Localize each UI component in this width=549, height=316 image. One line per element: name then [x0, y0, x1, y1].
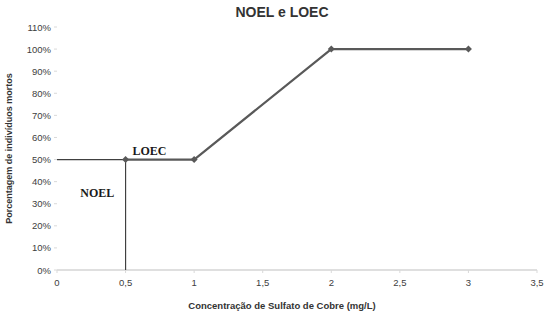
y-tick-label: 0% — [37, 265, 51, 276]
series-line — [126, 49, 469, 159]
y-tick — [54, 49, 57, 50]
x-tick-label: 1 — [191, 277, 196, 288]
x-axis — [57, 270, 537, 271]
x-tick-label: 2 — [329, 277, 334, 288]
x-tick-label: 1,5 — [256, 277, 269, 288]
y-tick-label: 50% — [32, 154, 52, 165]
marker — [328, 46, 335, 53]
marker — [191, 156, 198, 163]
y-tick — [54, 203, 57, 204]
y-tick — [54, 247, 57, 248]
x-tick — [399, 270, 400, 273]
y-tick-label: 70% — [32, 110, 52, 121]
background — [0, 0, 549, 316]
y-tick-label: 110% — [27, 22, 51, 33]
guide-horizontal — [57, 159, 126, 160]
y-tick — [54, 225, 57, 226]
x-tick — [331, 270, 332, 273]
x-tick — [468, 270, 469, 273]
x-tick-label: 3 — [466, 277, 471, 288]
y-tick — [54, 181, 57, 182]
y-tick-label: 20% — [32, 220, 52, 231]
x-tick-label: 2,5 — [393, 277, 406, 288]
guide-vertical — [125, 160, 126, 270]
y-tick — [54, 93, 57, 94]
y-tick — [54, 159, 57, 160]
y-tick — [54, 115, 57, 116]
x-tick — [125, 270, 126, 273]
y-tick-label: 60% — [32, 132, 52, 143]
title: NOEL e LOEC — [235, 4, 328, 20]
y-tick-label: 10% — [32, 242, 52, 253]
y-tick-label: 40% — [32, 176, 52, 187]
y-tick-label: 30% — [32, 198, 52, 209]
y-tick-label: 80% — [32, 88, 52, 99]
annotation: LOEC — [132, 144, 166, 158]
chart: NOEL e LOEC 0% 10% 20% 30% 40% 50% 60% 70% 80% 90%… — [0, 0, 549, 316]
x-tick-label: 3,5 — [530, 277, 543, 288]
x-tick-label: 0 — [54, 277, 59, 288]
y-axis-title: Porcentagem de indivíduos mortos — [4, 73, 14, 224]
x-tick — [537, 270, 538, 273]
y-tick-label: 100% — [27, 44, 52, 55]
marker — [465, 46, 472, 53]
x-tick — [262, 270, 263, 273]
y-tick — [54, 27, 57, 28]
x-tick — [194, 270, 195, 273]
x-tick-label: 0,5 — [119, 277, 132, 288]
y-tick — [54, 137, 57, 138]
plot-area — [57, 46, 472, 270]
annotation: NOEL — [80, 186, 114, 200]
x-tick — [57, 270, 58, 273]
y-tick — [54, 71, 57, 72]
marker — [122, 156, 129, 163]
y-tick-label: 90% — [32, 66, 52, 77]
x-axis-title: Concentração de Sulfato de Cobre (mg/L) — [188, 300, 375, 311]
